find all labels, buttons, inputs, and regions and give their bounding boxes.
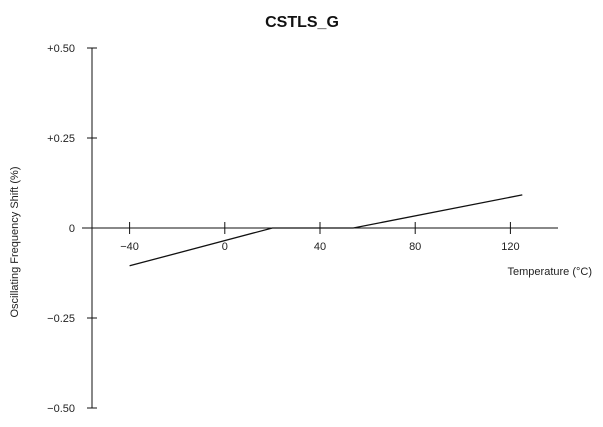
x-axis: −40 0 40 80 120 bbox=[82, 222, 558, 253]
y-tick-label: +0.25 bbox=[47, 133, 75, 145]
chart-title: CSTLS_G bbox=[265, 14, 339, 31]
x-tick-label: 80 bbox=[409, 241, 421, 253]
y-axis: +0.50 +0.25 0 −0.25 −0.50 bbox=[47, 43, 97, 415]
x-tick-label: 0 bbox=[222, 241, 228, 253]
x-tick-label: −40 bbox=[120, 241, 139, 253]
series-line bbox=[129, 194, 523, 267]
series-group bbox=[129, 194, 523, 267]
x-tick-label: 120 bbox=[501, 241, 519, 253]
x-tick-label: 40 bbox=[314, 241, 326, 253]
y-tick-label: −0.50 bbox=[47, 403, 75, 415]
x-axis-label: Temperature (°C) bbox=[508, 266, 592, 278]
y-tick-label: 0 bbox=[69, 223, 75, 235]
y-axis-label: Oscillating Frequency Shift (%) bbox=[9, 167, 21, 318]
y-tick-label: −0.25 bbox=[47, 313, 75, 325]
y-tick-label: +0.50 bbox=[47, 43, 75, 55]
